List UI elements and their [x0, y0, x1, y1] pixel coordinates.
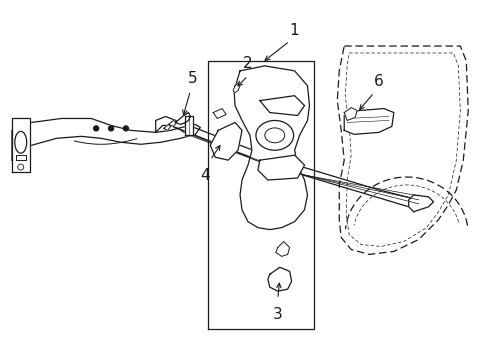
Text: 5: 5: [187, 71, 197, 86]
Polygon shape: [12, 118, 200, 160]
Polygon shape: [344, 108, 356, 121]
Text: 3: 3: [272, 307, 282, 322]
Polygon shape: [155, 117, 427, 210]
Circle shape: [108, 126, 113, 131]
Polygon shape: [344, 109, 393, 134]
Polygon shape: [257, 155, 304, 180]
Circle shape: [94, 126, 99, 131]
Polygon shape: [234, 66, 309, 230]
Text: 1: 1: [289, 23, 299, 38]
Circle shape: [123, 126, 128, 131]
Text: 2: 2: [243, 56, 252, 71]
Polygon shape: [168, 121, 176, 126]
Polygon shape: [185, 116, 193, 135]
Polygon shape: [163, 125, 170, 130]
Polygon shape: [16, 155, 26, 160]
Polygon shape: [267, 267, 291, 291]
Polygon shape: [213, 109, 225, 118]
Polygon shape: [233, 83, 240, 93]
Polygon shape: [12, 118, 30, 172]
Polygon shape: [408, 195, 433, 212]
Text: 4: 4: [200, 168, 210, 183]
Polygon shape: [275, 242, 289, 256]
Polygon shape: [175, 113, 190, 125]
Text: 6: 6: [373, 74, 383, 89]
Polygon shape: [259, 96, 304, 116]
Polygon shape: [210, 122, 242, 160]
